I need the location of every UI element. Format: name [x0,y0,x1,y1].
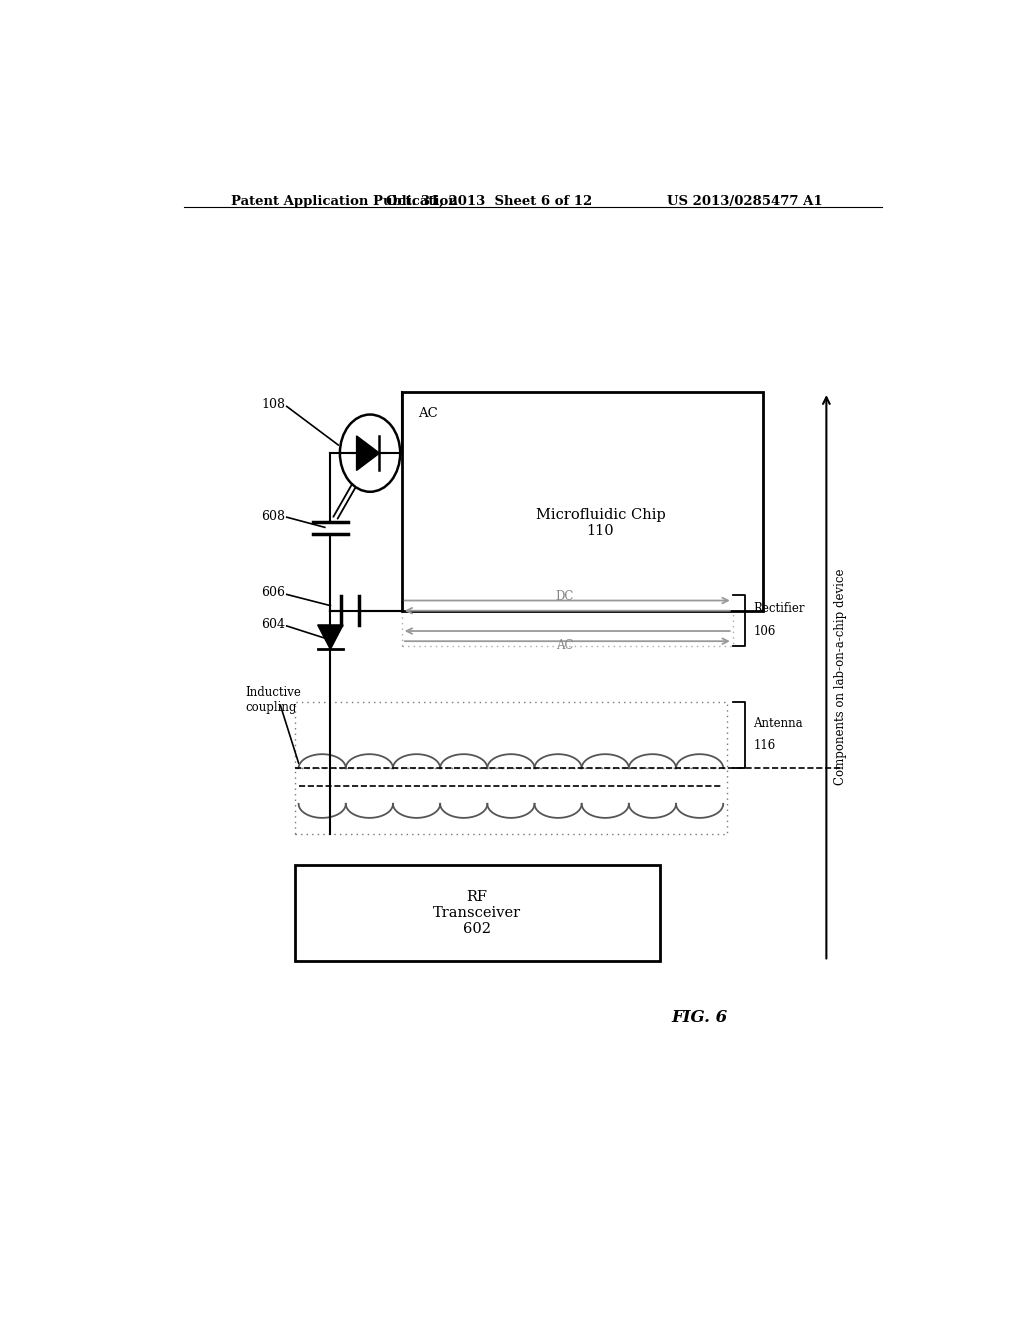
Text: 106: 106 [754,624,776,638]
Text: US 2013/0285477 A1: US 2013/0285477 A1 [667,195,822,209]
Text: 116: 116 [754,739,775,752]
Text: 608: 608 [261,510,285,523]
Text: Oct. 31, 2013  Sheet 6 of 12: Oct. 31, 2013 Sheet 6 of 12 [386,195,592,209]
Text: Microfluidic Chip
110: Microfluidic Chip 110 [536,508,666,539]
Text: FIG. 6: FIG. 6 [672,1008,727,1026]
Text: AC: AC [418,408,437,420]
Text: Inductive: Inductive [246,685,301,698]
Bar [401,392,763,611]
Text: coupling: coupling [246,701,297,714]
Bar [401,594,733,647]
Text: RF
Transceiver
602: RF Transceiver 602 [433,890,521,936]
Text: DC: DC [555,590,573,602]
Text: Components on lab-on-a-chip device: Components on lab-on-a-chip device [835,569,847,785]
Text: AC: AC [556,639,573,652]
Text: 604: 604 [261,619,285,631]
Text: Rectifier: Rectifier [754,602,805,615]
Bar [295,865,659,961]
Text: 606: 606 [261,586,285,599]
Bar [295,702,727,768]
Text: 108: 108 [261,397,285,411]
Text: Patent Application Publication: Patent Application Publication [231,195,458,209]
Bar [295,768,727,834]
Polygon shape [317,624,343,649]
Text: Antenna: Antenna [754,717,803,730]
Circle shape [340,414,400,492]
Polygon shape [356,436,380,470]
